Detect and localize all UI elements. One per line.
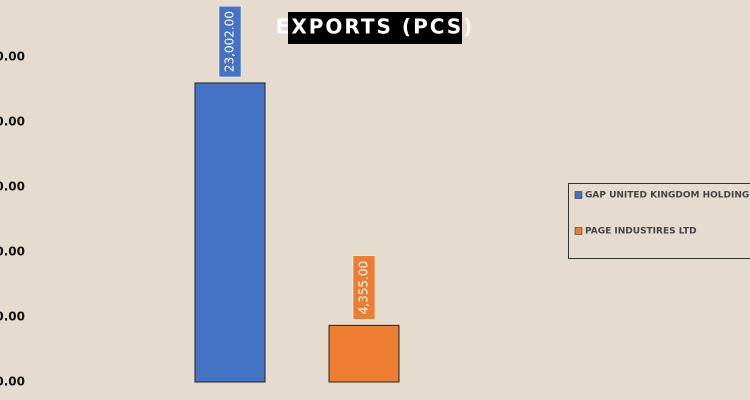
chart-title: EXPORTS (PCS) (276, 15, 475, 39)
bar (328, 324, 400, 383)
data-label-box (218, 5, 242, 78)
data-label: 4,355.00 (357, 261, 371, 314)
data-label: 23,002.00 (223, 11, 237, 72)
title-box (288, 12, 462, 44)
y-tick-label: 0.00 (0, 375, 25, 389)
legend-swatch (574, 227, 583, 235)
data-label-box (352, 255, 376, 320)
y-tick-label: 15,000.00 (0, 180, 25, 194)
legend-label: GAP UNITED KINGDOM HOLDING (585, 191, 749, 201)
y-tick-label: 20,000.00 (0, 115, 25, 129)
legend-swatch (574, 191, 583, 199)
legend-box (568, 183, 750, 259)
y-tick-label: 25,000.00 (0, 50, 25, 64)
bar (194, 82, 266, 383)
y-tick-label: 5,000.00 (0, 310, 25, 324)
y-tick-label: 10,000.00 (0, 245, 25, 259)
legend-label: PAGE INDUSTIRES LTD (585, 227, 697, 237)
